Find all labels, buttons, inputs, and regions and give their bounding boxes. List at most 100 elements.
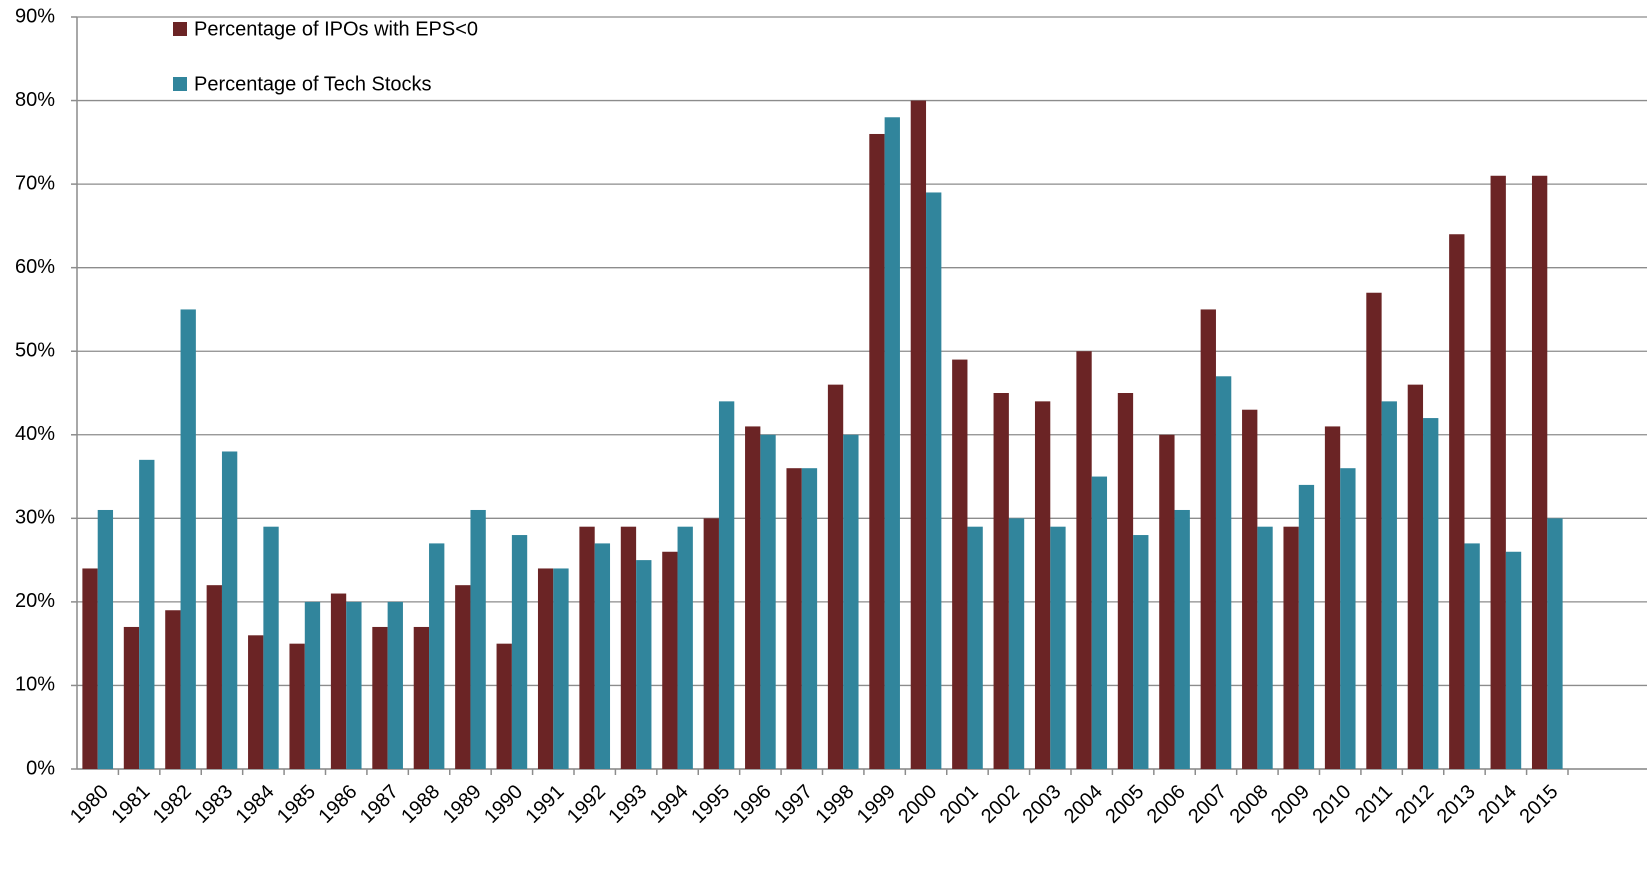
legend-label: Percentage of Tech Stocks xyxy=(194,73,432,95)
x-tick-label: 1985 xyxy=(273,781,320,828)
x-tick-label: 1995 xyxy=(687,781,734,828)
bar xyxy=(636,560,652,769)
x-tick-label: 1996 xyxy=(729,781,776,828)
bar xyxy=(387,601,403,769)
bar xyxy=(1076,351,1092,769)
bar xyxy=(801,468,818,769)
y-tick-label: 40% xyxy=(15,423,55,445)
x-tick-label: 2012 xyxy=(1391,781,1438,828)
bar xyxy=(330,593,347,769)
bar xyxy=(1366,292,1382,769)
bar xyxy=(967,526,983,769)
x-tick-label: 2007 xyxy=(1184,781,1231,828)
bar xyxy=(993,393,1009,769)
bar xyxy=(1174,509,1190,769)
y-tick-label: 60% xyxy=(15,256,55,278)
x-tick-label: 2003 xyxy=(1019,781,1066,828)
bar xyxy=(1091,476,1108,769)
bar xyxy=(1242,409,1258,769)
bar xyxy=(346,601,362,769)
x-tick-label: 2009 xyxy=(1267,781,1314,828)
y-tick-label: 10% xyxy=(15,674,55,696)
bar xyxy=(1324,426,1341,769)
bar xyxy=(1034,401,1051,769)
x-tick-label: 1983 xyxy=(190,781,237,828)
bar xyxy=(1257,526,1273,769)
x-tick-label: 2005 xyxy=(1101,781,1148,828)
bar xyxy=(1133,535,1149,769)
bar xyxy=(1531,175,1548,769)
x-tick-label: 2001 xyxy=(936,781,983,828)
bar xyxy=(662,551,678,769)
bar xyxy=(703,518,719,769)
y-tick-label: 90% xyxy=(15,5,55,27)
bar xyxy=(429,543,445,769)
bar xyxy=(248,635,264,769)
bar xyxy=(884,117,900,770)
bar xyxy=(1215,376,1232,769)
x-tick-label: 2013 xyxy=(1433,781,1480,828)
x-tick-label: 2000 xyxy=(894,781,941,828)
bar xyxy=(180,309,196,769)
x-tick-label: 1986 xyxy=(314,781,361,828)
x-tick-label: 1980 xyxy=(66,781,113,828)
x-tick-label: 1990 xyxy=(480,781,527,828)
bar xyxy=(304,601,321,769)
bar xyxy=(1505,551,1522,769)
y-tick-label: 50% xyxy=(15,340,55,362)
bar xyxy=(1464,543,1480,769)
x-tick-label: 2006 xyxy=(1143,781,1190,828)
bar xyxy=(1050,526,1066,769)
bar xyxy=(827,384,844,769)
bar xyxy=(165,610,181,769)
bar xyxy=(1159,434,1175,769)
bar xyxy=(1449,234,1465,769)
y-tick-label: 80% xyxy=(15,89,55,111)
bar xyxy=(745,426,761,769)
bar xyxy=(123,626,140,769)
x-tick-label: 1997 xyxy=(770,781,817,828)
legend-swatch xyxy=(173,22,187,36)
bar xyxy=(455,585,471,769)
x-tick-label: 1994 xyxy=(646,781,693,828)
x-tick-label: 1984 xyxy=(232,781,279,828)
x-tick-label: 1991 xyxy=(522,781,569,828)
bar xyxy=(620,526,637,769)
bar xyxy=(910,100,927,770)
x-tick-label: 2008 xyxy=(1226,781,1273,828)
legend-label: Percentage of IPOs with EPS<0 xyxy=(194,18,478,40)
bar xyxy=(786,468,802,769)
bar xyxy=(1381,401,1397,769)
x-tick-label: 1999 xyxy=(853,781,900,828)
y-tick-label: 0% xyxy=(26,757,55,779)
bar xyxy=(1407,384,1424,769)
bar xyxy=(263,526,279,769)
bar xyxy=(1490,175,1506,769)
x-tick-label: 1981 xyxy=(107,781,154,828)
bar xyxy=(206,585,222,769)
bar xyxy=(221,451,238,769)
x-tick-label: 2004 xyxy=(1060,781,1107,828)
bar xyxy=(1008,518,1025,769)
bar xyxy=(926,192,942,769)
bar xyxy=(511,535,528,769)
bar xyxy=(760,434,776,769)
bar xyxy=(97,509,114,769)
bar xyxy=(843,434,859,769)
bar xyxy=(952,359,968,769)
legend-swatch xyxy=(173,77,187,91)
bar xyxy=(1340,468,1356,769)
x-tick-label: 2014 xyxy=(1474,781,1521,828)
x-tick-label: 1989 xyxy=(439,781,486,828)
bar xyxy=(579,526,595,769)
x-tick-label: 1988 xyxy=(397,781,444,828)
x-tick-label: 1982 xyxy=(149,781,196,828)
bar xyxy=(1298,484,1315,769)
bar xyxy=(413,626,430,769)
x-tick-label: 1993 xyxy=(604,781,651,828)
bar xyxy=(1117,393,1134,769)
bar xyxy=(553,568,569,769)
x-tick-label: 1998 xyxy=(811,781,858,828)
bar xyxy=(1283,526,1299,769)
